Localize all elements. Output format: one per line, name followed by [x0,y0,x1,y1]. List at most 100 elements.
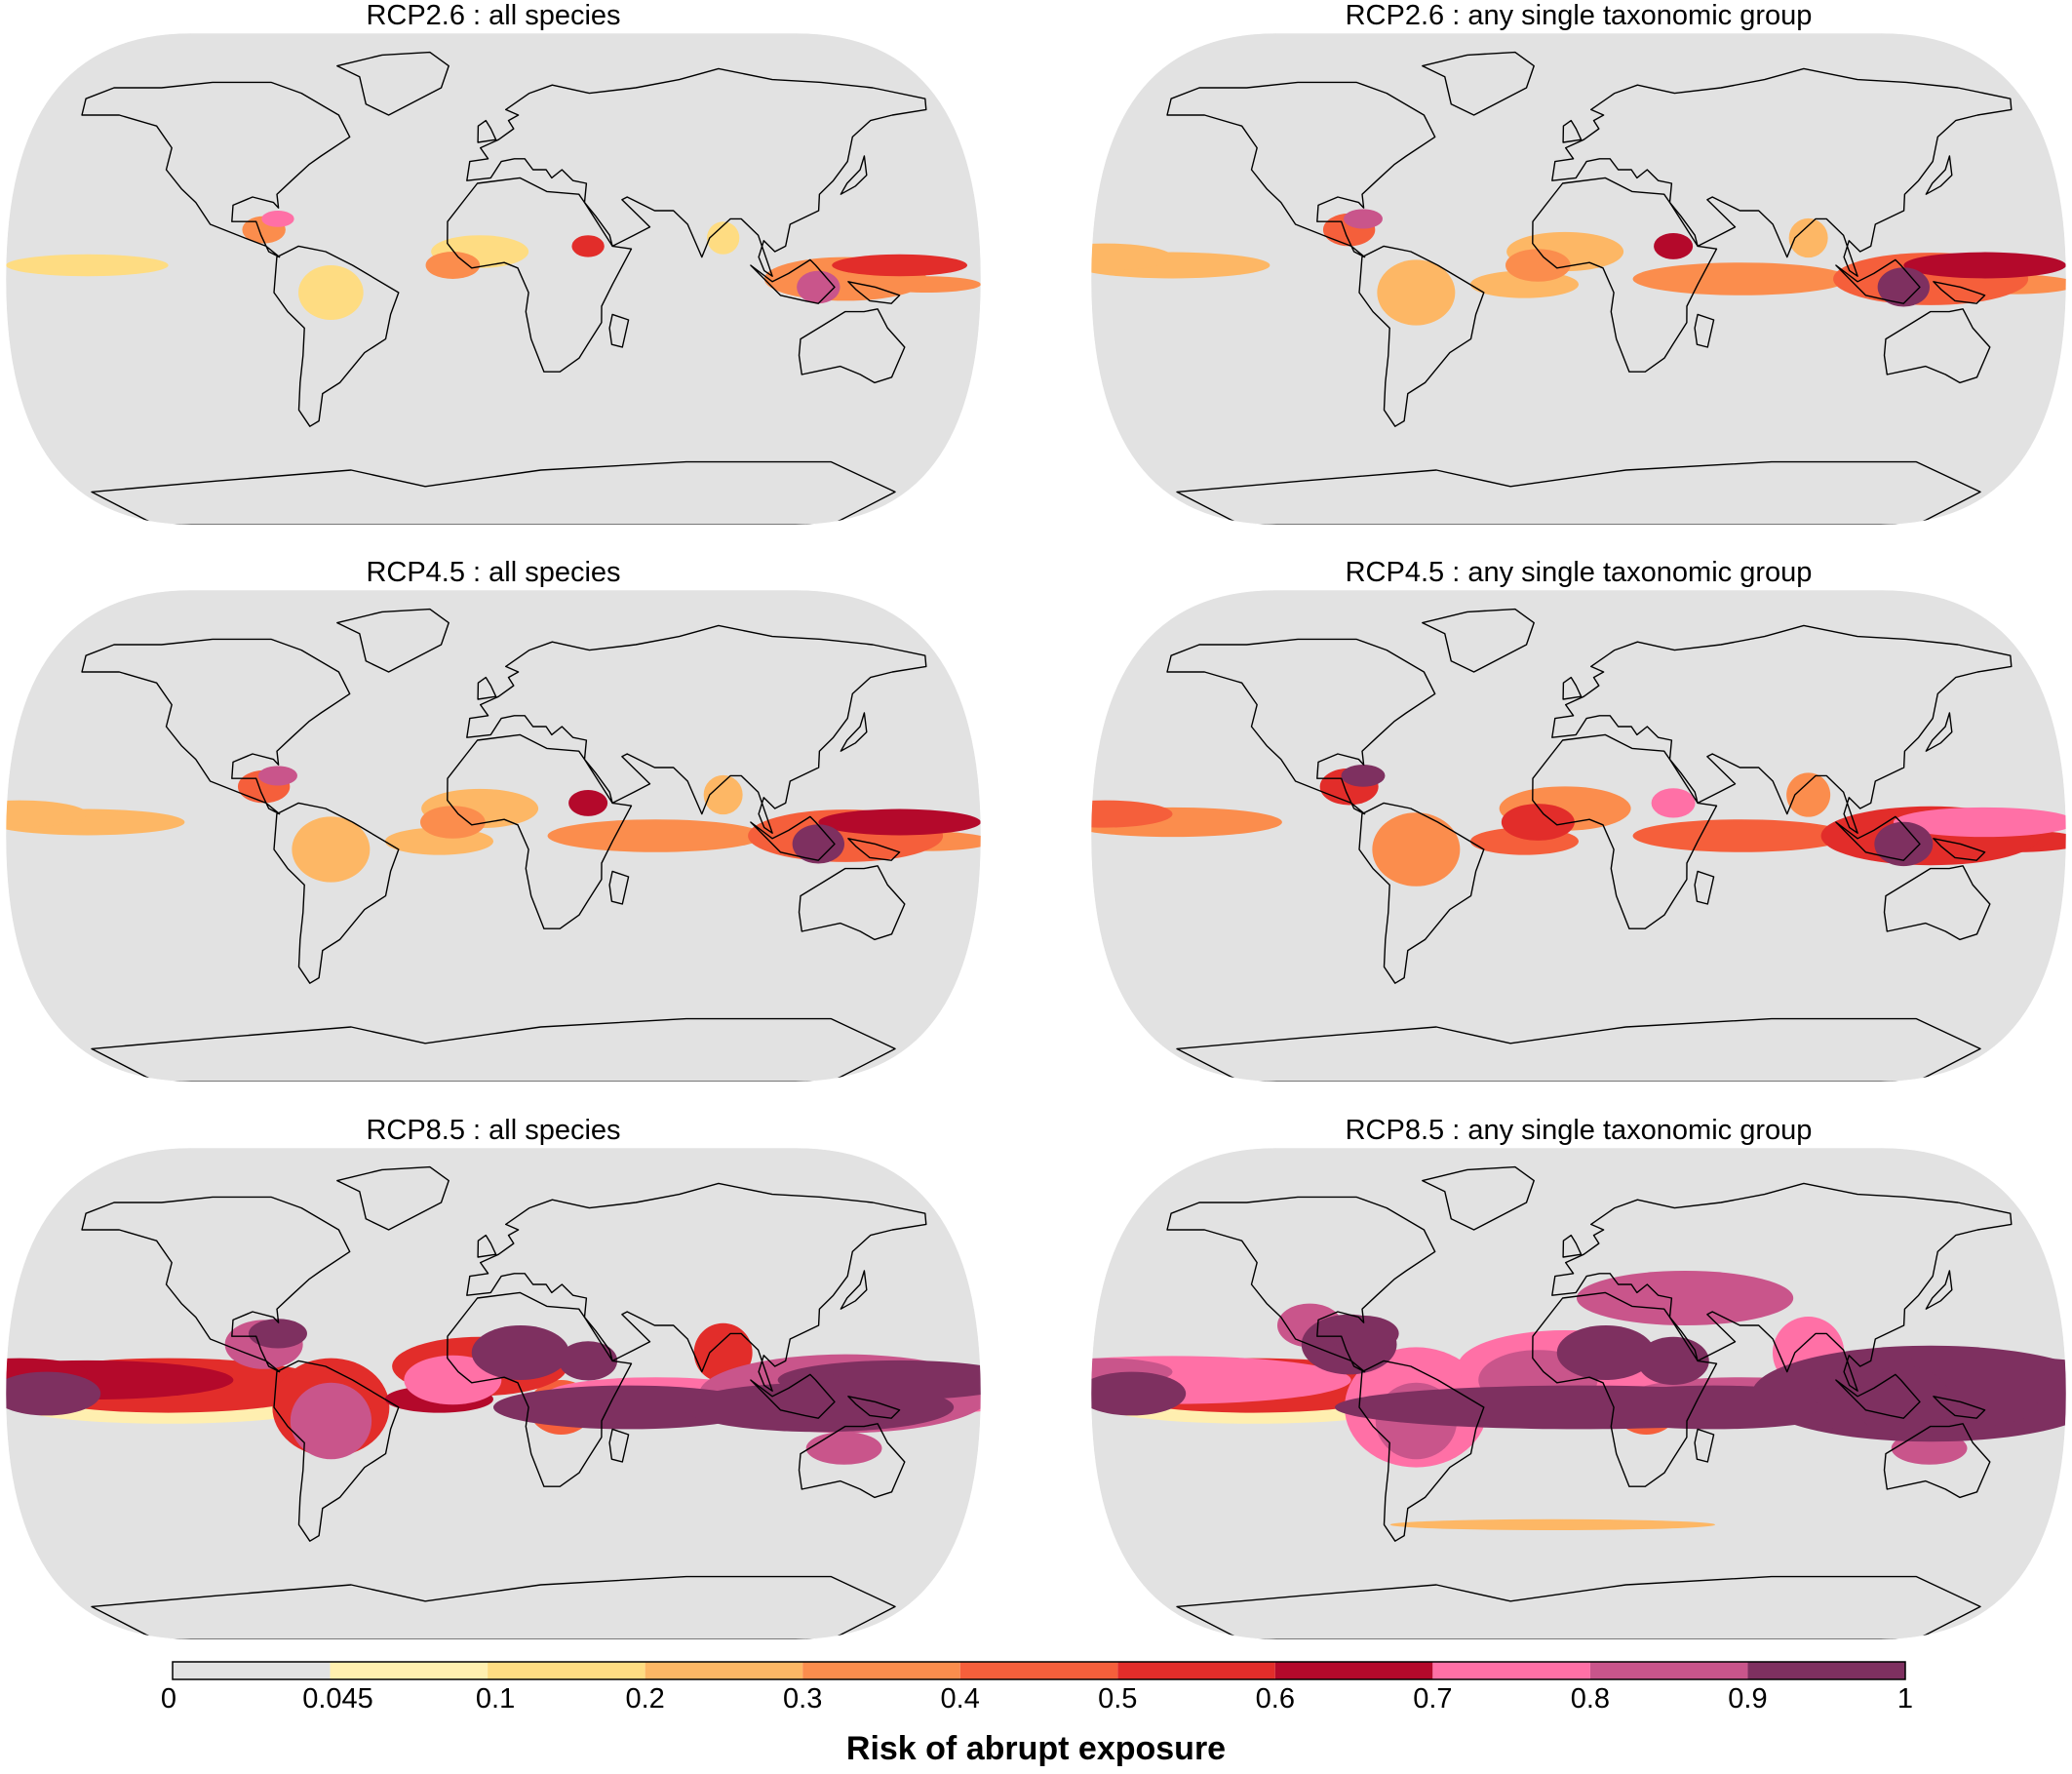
australia-outline [1883,308,1991,384]
colorbar-tick-label: 0.7 [1413,1683,1453,1715]
risk-region [1343,209,1383,229]
antarctica-outline [1176,460,1981,525]
risk-region [1893,807,2066,838]
risk-region [832,254,968,277]
risk-region [779,1372,858,1432]
map-panel-rcp45-all-species: RCP4.5 : all species [4,557,983,1084]
risk-region [1632,262,1850,296]
map-panel-rcp26-any-group: RCP2.6 : any single taxonomic group [1089,0,2068,527]
north-america-outline [1166,638,1436,815]
europe-asia-outline [1551,67,2013,277]
map-layer [6,590,981,1082]
madagascar-outline [1694,313,1715,348]
risk-region [1903,252,2066,279]
map-layer [1091,33,2066,525]
panel-title: RCP2.6 : all species [366,0,621,31]
risk-region [1335,1385,1822,1430]
risk-region [1654,232,1694,259]
risk-region [6,254,169,277]
greenland-outline [1422,51,1535,116]
greenland-outline [1422,608,1535,673]
africa-outline [1532,1291,1718,1487]
ocean-background [1091,590,2066,1082]
madagascar-outline [1694,1428,1715,1463]
risk-region [425,252,481,279]
map-outline [1090,589,2067,1083]
map-panel-rcp85-any-group: RCP8.5 : any single taxonomic group [1089,1115,2068,1641]
indonesia-outline [1835,258,1921,304]
australia-outline [1883,865,1991,941]
australia-outline [798,865,906,941]
south-america-outline [1358,1360,1485,1542]
antarctica-outline [91,460,896,525]
risk-region [547,819,764,852]
risk-region [1651,788,1696,818]
colorbar-tick-label: 0.5 [1098,1683,1138,1715]
madagascar-outline [608,313,630,348]
map-rcp26-all-species [5,32,982,526]
japan-outline [1925,712,1953,752]
australia-outline [798,308,906,384]
indonesia-outline [750,258,836,304]
colorbar [172,1661,1906,1680]
panel-title: RCP4.5 : any single taxonomic group [1345,557,1813,588]
risk-region [1637,1336,1709,1386]
map-layer [1091,1148,2066,1639]
ocean-background [6,33,981,525]
uk-outline [477,1234,497,1258]
risk-region [404,1355,502,1405]
risk-region [818,808,981,836]
risk-region [703,774,743,815]
colorbar-frame [172,1661,1906,1680]
colorbar-bin [959,1662,1118,1679]
japan-outline [840,712,868,752]
ocean-background [6,590,981,1082]
japan-outline [840,155,868,195]
colorbar-bin [1117,1662,1275,1679]
colorbar-tick-label: 0 [160,1683,177,1715]
ocean-background [1091,33,2066,525]
europe-asia-outline [1551,1182,2013,1392]
risk-region [559,1341,618,1381]
risk-region [1632,819,1850,852]
australia-outline [1883,1423,1991,1499]
north-america-outline [1166,81,1436,258]
risk-region [1576,1271,1794,1325]
map-outline [5,1147,982,1640]
map-outline [1090,32,2067,526]
map-outline [1090,1147,2067,1640]
new-guinea-outline [847,838,901,861]
risk-region [1877,267,1930,307]
new-guinea-outline [1933,281,1986,304]
risk-region [248,1319,307,1349]
risk-region [1091,243,1173,271]
madagascar-outline [1694,870,1715,905]
colorbar-tick-label: 1 [1896,1683,1914,1715]
colorbar-tick-label: 0.8 [1570,1683,1611,1715]
risk-region [706,221,740,255]
risk-region [571,235,605,257]
colorbar-bin [1274,1662,1433,1679]
new-guinea-outline [847,281,901,304]
risk-region [1377,259,1456,326]
map-rcp85-any-group [1090,1147,2067,1640]
risk-region [6,1371,101,1416]
map-rcp45-any-group [1090,589,2067,1083]
colorbar-tick-label: 0.3 [783,1683,823,1715]
africa-outline [447,177,633,373]
uk-outline [1562,676,1583,700]
risk-region [1091,800,1173,828]
madagascar-outline [608,1428,630,1463]
africa-outline [1532,177,1718,373]
risk-region [1788,217,1828,258]
europe-asia-outline [466,624,927,834]
panel-title: RCP4.5 : all species [366,557,621,588]
japan-outline [840,1270,868,1310]
risk-region [1786,772,1831,817]
greenland-outline [336,1165,450,1231]
risk-region [261,211,294,227]
south-america-outline [1358,245,1485,427]
greenland-outline [1422,1165,1535,1231]
indonesia-outline [1835,1373,1921,1419]
greenland-outline [336,51,450,116]
